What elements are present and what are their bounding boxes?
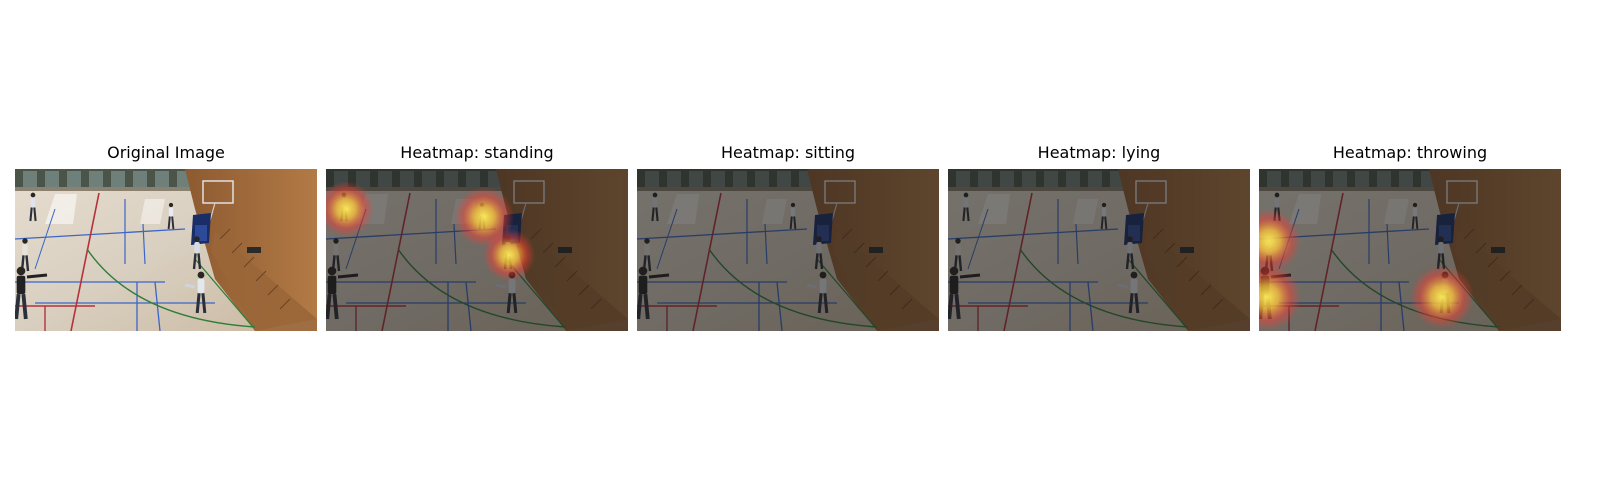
heatmap-lying-image xyxy=(948,169,1250,331)
panel-title: Heatmap: lying xyxy=(1037,143,1161,162)
panel-original: Original Image xyxy=(15,143,317,331)
spot-top-left-person xyxy=(326,181,374,237)
heatmap-throwing-image xyxy=(1259,169,1561,331)
original-image xyxy=(15,169,317,331)
spot-left-edge-person xyxy=(1259,209,1301,273)
panel-title: Heatmap: sitting xyxy=(720,143,856,162)
scene-svg xyxy=(326,169,628,331)
panel-heatmap-lying: Heatmap: lying xyxy=(948,143,1250,331)
spot-lower-right-person xyxy=(1410,265,1474,329)
panel-title: Heatmap: throwing xyxy=(1332,143,1488,162)
panel-heatmap-throwing: Heatmap: throwing xyxy=(1259,143,1561,331)
spot-lower-left xyxy=(1259,263,1301,331)
heatmap-standing-image xyxy=(326,169,628,331)
dim-overlay xyxy=(948,169,1250,331)
dim-overlay xyxy=(637,169,939,331)
scene-svg xyxy=(948,169,1250,331)
panel-heatmap-standing: Heatmap: standing xyxy=(326,143,628,331)
panel-title: Heatmap: standing xyxy=(400,143,554,162)
spot-below-hoop-person xyxy=(483,229,535,281)
dim-overlay xyxy=(1259,169,1561,331)
scene-svg xyxy=(1259,169,1561,331)
panel-heatmap-sitting: Heatmap: sitting xyxy=(637,143,939,331)
panel-title: Original Image xyxy=(107,143,225,162)
heatmap-sitting-image xyxy=(637,169,939,331)
scene-svg xyxy=(15,169,317,331)
scene-svg xyxy=(637,169,939,331)
